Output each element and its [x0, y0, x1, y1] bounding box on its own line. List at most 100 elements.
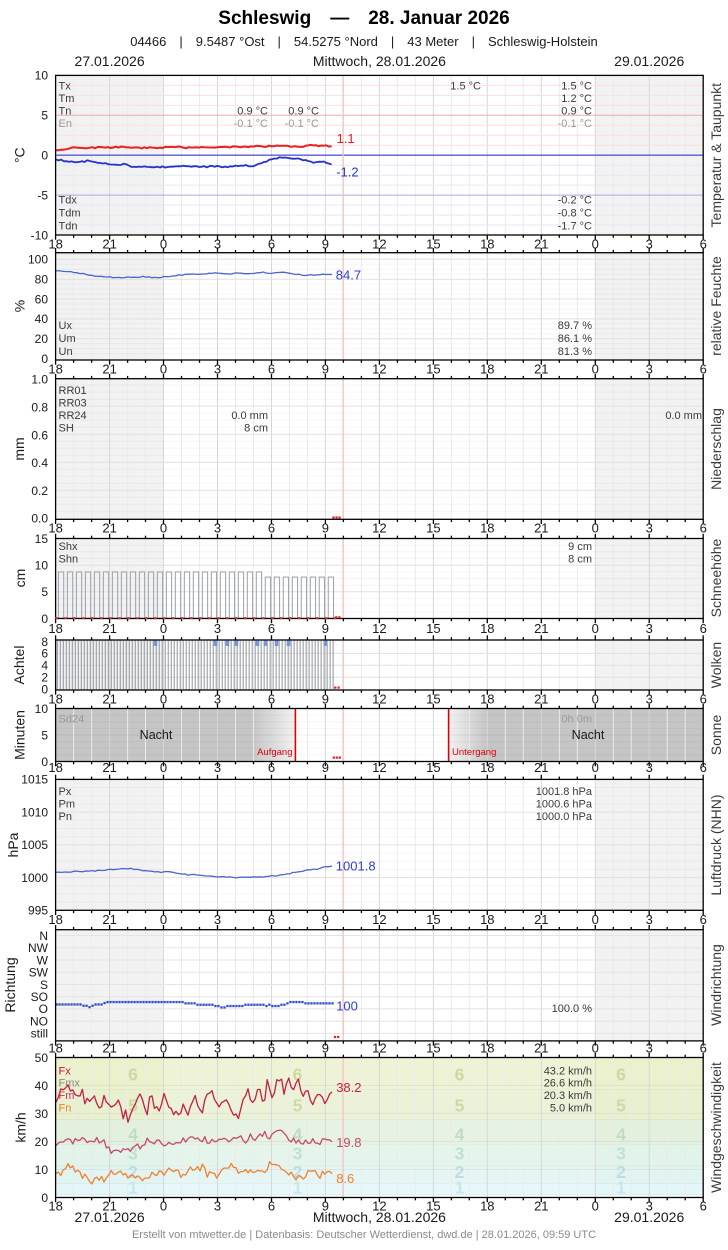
svg-text:21: 21: [534, 760, 548, 775]
svg-text:18: 18: [48, 521, 62, 536]
svg-text:6: 6: [700, 760, 707, 775]
svg-text:°C: °C: [12, 147, 28, 163]
svg-text:3: 3: [646, 760, 653, 775]
svg-text:26.6 km/h: 26.6 km/h: [544, 1078, 592, 1090]
svg-text:6: 6: [268, 362, 275, 377]
svg-text:6: 6: [455, 1064, 465, 1084]
svg-text:6: 6: [616, 1064, 626, 1084]
svg-text:1000.0 hPa: 1000.0 hPa: [536, 811, 593, 823]
svg-text:8.6: 8.6: [336, 1171, 354, 1186]
svg-text:0: 0: [592, 692, 599, 707]
svg-text:3: 3: [214, 760, 221, 775]
svg-text:5: 5: [41, 585, 48, 599]
svg-text:6: 6: [268, 760, 275, 775]
svg-text:Tdm: Tdm: [59, 208, 81, 220]
svg-text:3: 3: [646, 236, 653, 251]
svg-text:21: 21: [102, 1041, 116, 1056]
svg-text:9: 9: [322, 621, 329, 636]
svg-text:0: 0: [160, 912, 167, 927]
svg-text:3: 3: [214, 1041, 221, 1056]
svg-text:Tx: Tx: [59, 81, 72, 93]
svg-text:-1.2: -1.2: [336, 164, 358, 179]
svg-text:1.5 °C: 1.5 °C: [450, 81, 481, 93]
svg-text:4: 4: [616, 1124, 626, 1144]
svg-text:21: 21: [534, 362, 548, 377]
svg-text:1: 1: [128, 1177, 138, 1197]
svg-text:Mittwoch, 28.01.2026: Mittwoch, 28.01.2026: [313, 53, 446, 69]
svg-text:15: 15: [426, 692, 440, 707]
svg-text:12: 12: [372, 521, 386, 536]
svg-text:21: 21: [102, 692, 116, 707]
svg-text:10: 10: [35, 69, 49, 83]
svg-text:3: 3: [214, 692, 221, 707]
svg-text:Schleswig — 28. Januar 2026: Schleswig — 28. Januar 2026: [218, 8, 509, 29]
svg-text:60: 60: [35, 292, 49, 306]
svg-text:21: 21: [102, 760, 116, 775]
svg-text:3: 3: [646, 362, 653, 377]
svg-text:18: 18: [480, 1041, 494, 1056]
svg-text:6: 6: [268, 236, 275, 251]
svg-text:0: 0: [592, 621, 599, 636]
svg-text:0.8: 0.8: [31, 401, 48, 415]
svg-text:SO: SO: [31, 990, 48, 1004]
svg-text:0.9 °C: 0.9 °C: [288, 106, 319, 118]
svg-text:40: 40: [35, 1079, 49, 1093]
svg-text:5: 5: [128, 1095, 138, 1115]
svg-text:21: 21: [102, 521, 116, 536]
svg-text:Sonne: Sonne: [708, 715, 724, 756]
svg-text:9: 9: [322, 760, 329, 775]
svg-text:8 cm: 8 cm: [568, 554, 592, 566]
svg-text:Fm: Fm: [59, 1090, 75, 1102]
svg-text:Pm: Pm: [59, 798, 76, 810]
svg-text:6: 6: [700, 692, 707, 707]
svg-text:15: 15: [426, 621, 440, 636]
svg-text:50: 50: [35, 1051, 49, 1065]
svg-text:15: 15: [426, 236, 440, 251]
svg-text:Ux: Ux: [59, 320, 73, 332]
svg-text:Temperatur & Taupunkt: Temperatur & Taupunkt: [708, 83, 724, 228]
svg-text:still: still: [31, 1027, 48, 1041]
svg-text:12: 12: [372, 1041, 386, 1056]
svg-text:10: 10: [35, 1163, 49, 1177]
svg-text:0: 0: [160, 1041, 167, 1056]
svg-text:RR24: RR24: [59, 410, 87, 422]
svg-text:4: 4: [128, 1124, 138, 1144]
svg-text:3: 3: [646, 1041, 653, 1056]
svg-text:21: 21: [534, 1041, 548, 1056]
svg-text:Fn: Fn: [59, 1103, 72, 1115]
svg-text:43.2 km/h: 43.2 km/h: [544, 1065, 592, 1077]
svg-text:8: 8: [41, 635, 48, 649]
svg-text:0.4: 0.4: [31, 456, 48, 470]
svg-text:18: 18: [48, 912, 62, 927]
svg-text:SH: SH: [59, 423, 74, 435]
svg-text:NO: NO: [30, 1015, 48, 1029]
svg-text:3: 3: [646, 1198, 653, 1213]
svg-text:12: 12: [372, 912, 386, 927]
svg-text:0: 0: [41, 1191, 48, 1205]
svg-text:12: 12: [372, 362, 386, 377]
svg-text:9: 9: [322, 912, 329, 927]
svg-text:40: 40: [35, 312, 49, 326]
svg-text:0: 0: [592, 236, 599, 251]
svg-text:Fmx: Fmx: [59, 1078, 81, 1090]
svg-text:15: 15: [426, 1041, 440, 1056]
svg-text:3: 3: [646, 621, 653, 636]
svg-text:20: 20: [35, 332, 49, 346]
svg-text:2: 2: [616, 1162, 626, 1182]
svg-text:20.3 km/h: 20.3 km/h: [544, 1090, 592, 1102]
svg-text:1.0: 1.0: [31, 373, 48, 387]
svg-text:21: 21: [534, 912, 548, 927]
svg-text:0: 0: [41, 149, 48, 163]
svg-text:10: 10: [35, 559, 49, 573]
svg-text:2: 2: [128, 1162, 138, 1182]
svg-text:1.5 °C: 1.5 °C: [561, 81, 592, 93]
svg-text:-0.1 °C: -0.1 °C: [234, 118, 268, 130]
svg-text:Mittwoch, 28.01.2026: Mittwoch, 28.01.2026: [313, 1209, 446, 1225]
svg-text:0: 0: [41, 612, 48, 626]
svg-text:04466 | 9.5487 °Ost | 54.5275: 04466 | 9.5487 °Ost | 54.5275 °Nord | 43…: [130, 34, 598, 49]
svg-text:6: 6: [268, 912, 275, 927]
svg-text:0.9 °C: 0.9 °C: [561, 106, 592, 118]
svg-text:27.01.2026: 27.01.2026: [75, 1209, 145, 1225]
svg-text:Nacht: Nacht: [572, 728, 605, 742]
svg-text:km/h: km/h: [13, 1112, 29, 1142]
